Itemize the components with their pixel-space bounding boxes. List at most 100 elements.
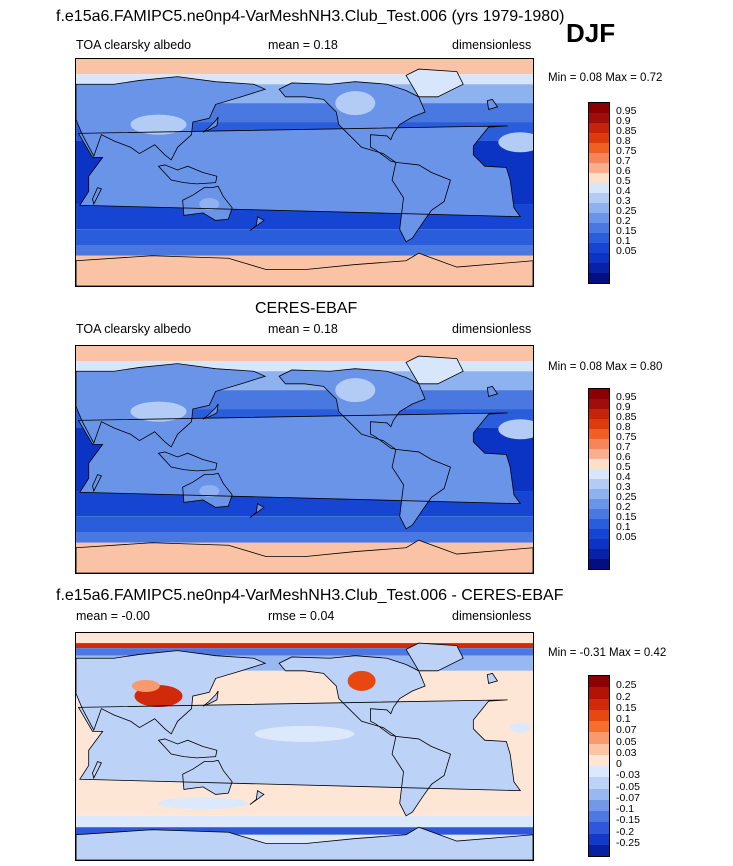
colorbar-tick-label: 0.25 — [616, 205, 637, 217]
colorbar-tick-label: -0.15 — [616, 814, 640, 827]
colorbar-tick-label: 0 — [616, 758, 622, 770]
colorbar-swatch — [589, 754, 609, 766]
colorbar-swatch — [589, 233, 609, 243]
colorbar-swatch — [589, 469, 609, 479]
colorbar-swatch — [589, 743, 609, 755]
panel-2-map — [75, 345, 534, 574]
colorbar-swatch — [589, 173, 609, 183]
colorbar-swatch — [589, 263, 609, 273]
colorbar-swatch — [589, 193, 609, 203]
panel-3-title: f.e15a6.FAMIPC5.ne0np4-VarMeshNH3.Club_T… — [56, 587, 564, 604]
colorbar-tick-label: 0.85 — [616, 125, 637, 137]
map-field — [76, 633, 533, 860]
colorbar-tick-label: 0.3 — [616, 481, 631, 493]
panel-2-colorbar — [588, 388, 610, 570]
colorbar-swatch — [589, 844, 609, 856]
colorbar-tick-label: 0.8 — [616, 421, 631, 433]
colorbar-swatch — [589, 409, 609, 419]
panel-3-map — [75, 632, 534, 861]
colorbar-tick-label: -0.2 — [616, 825, 635, 838]
colorbar-swatch — [589, 123, 609, 133]
colorbar-tick-label: 0.05 — [616, 735, 637, 748]
colorbar-tick-label: 0.4 — [616, 471, 631, 483]
colorbar-swatch — [589, 163, 609, 173]
colorbar-swatch — [589, 799, 609, 811]
colorbar-tick-label: 0.2 — [616, 690, 631, 703]
colorbar-swatch — [589, 698, 609, 710]
colorbar-swatch — [589, 389, 609, 399]
colorbar-tick-label: 0.3 — [616, 195, 631, 207]
colorbar-tick-label: 0.25 — [616, 491, 637, 503]
colorbar-tick-label: 0.6 — [616, 451, 631, 463]
colorbar-swatch — [589, 777, 609, 789]
colorbar-swatch — [589, 549, 609, 559]
panel-1-colorbar — [588, 102, 610, 284]
panel-1-mean-label: mean = 0.18 — [268, 38, 338, 52]
colorbar-swatch — [589, 732, 609, 744]
colorbar-tick-label: 0.5 — [616, 175, 631, 187]
colorbar-swatch — [589, 243, 609, 253]
colorbar-swatch — [589, 489, 609, 499]
colorbar-tick-label: 0.15 — [616, 511, 637, 523]
colorbar-tick-label: 0.9 — [616, 401, 631, 413]
colorbar-swatch — [589, 223, 609, 233]
colorbar-swatch — [589, 113, 609, 123]
colorbar-swatch — [589, 788, 609, 800]
colorbar-swatch — [589, 499, 609, 509]
panel-1-map — [75, 58, 534, 287]
colorbar-swatch — [589, 439, 609, 449]
colorbar-tick-label: 0.95 — [616, 391, 637, 403]
colorbar-swatch — [589, 519, 609, 529]
colorbar-swatch — [589, 203, 609, 213]
colorbar-tick-label: -0.1 — [616, 803, 635, 815]
colorbar-swatch — [589, 709, 609, 721]
colorbar-tick-label: -0.03 — [616, 769, 640, 782]
colorbar-tick-label: 0.5 — [616, 461, 631, 473]
colorbar-swatch — [589, 676, 609, 688]
colorbar-tick-label: 0.25 — [616, 679, 637, 692]
panel-2-variable-label: TOA clearsky albedo — [76, 322, 192, 336]
panel-1-units-label: dimensionless — [452, 38, 532, 52]
map-field — [76, 346, 533, 573]
colorbar-tick-label: -0.07 — [616, 791, 640, 804]
panel-2-minmax: Min = 0.08 Max = 0.80 — [548, 361, 663, 373]
colorbar-swatch — [589, 559, 609, 569]
colorbar-swatch — [589, 153, 609, 163]
map-field — [76, 59, 533, 286]
colorbar-swatch — [589, 459, 609, 469]
panel-2-mean-label: mean = 0.18 — [268, 322, 338, 336]
colorbar-tick-label: 0.7 — [616, 441, 631, 453]
season-label: DJF — [566, 18, 616, 48]
colorbar-tick-label: 0.15 — [616, 225, 637, 237]
colorbar-swatch — [589, 103, 609, 113]
colorbar-swatch — [589, 539, 609, 549]
colorbar-swatch — [589, 509, 609, 519]
colorbar-tick-label: -0.25 — [616, 836, 640, 849]
colorbar-tick-label: 0.75 — [616, 431, 637, 443]
panel-3-minmax: Min = -0.31 Max = 0.42 — [548, 647, 667, 659]
colorbar-swatch — [589, 833, 609, 845]
colorbar-tick-label: 0.85 — [616, 411, 637, 423]
colorbar-tick-label: 0.15 — [616, 701, 637, 714]
panel-3-mean-label: mean = -0.00 — [76, 609, 151, 623]
panel-1-variable-label: TOA clearsky albedo — [76, 38, 192, 52]
colorbar-tick-label: 0.7 — [616, 155, 631, 167]
panel-3-rmse-label: rmse = 0.04 — [268, 609, 335, 623]
panel-1-title: f.e15a6.FAMIPC5.ne0np4-VarMeshNH3.Club_T… — [56, 8, 565, 25]
colorbar-swatch — [589, 143, 609, 153]
colorbar-tick-label: 0.05 — [616, 245, 637, 257]
colorbar-tick-label: 0.2 — [616, 501, 631, 513]
panel-2-title: CERES-EBAF — [255, 300, 358, 317]
colorbar-tick-label: 0.07 — [616, 724, 637, 737]
colorbar-swatch — [589, 429, 609, 439]
colorbar-swatch — [589, 811, 609, 823]
colorbar-tick-label: 0.1 — [616, 235, 631, 247]
colorbar-tick-label: 0.9 — [616, 115, 631, 127]
colorbar-swatch — [589, 721, 609, 733]
colorbar-swatch — [589, 213, 609, 223]
colorbar-tick-label: 0.05 — [616, 531, 637, 543]
colorbar-swatch — [589, 273, 609, 283]
colorbar-swatch — [589, 253, 609, 263]
colorbar-tick-label: 0.03 — [616, 746, 637, 759]
colorbar-tick-label: 0.8 — [616, 135, 631, 147]
